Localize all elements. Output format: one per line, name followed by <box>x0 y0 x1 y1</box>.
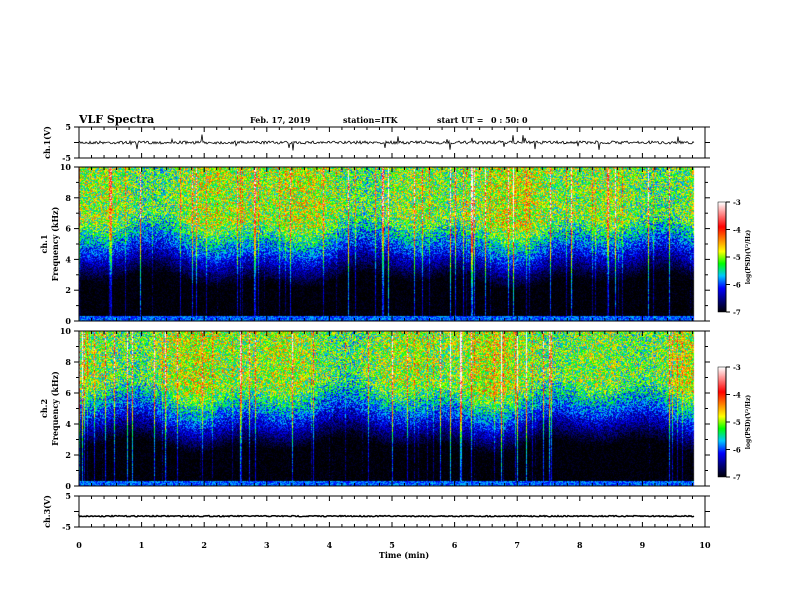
colorbar-label: log(PSD)(V²/Hz) <box>745 230 752 285</box>
ch1-waveform-trace <box>78 134 695 151</box>
colorbar-frame <box>717 201 727 313</box>
y-tick-label: 4 <box>65 419 71 429</box>
ch1-colorbar-gradient <box>718 202 726 312</box>
ch1-waveform-ylabel: ch.1(V) <box>42 126 52 159</box>
ch3-waveform-ylabel: ch.3(V) <box>42 495 52 528</box>
y-tick-label: 8 <box>65 357 71 367</box>
ch2-spectrogram-frame <box>78 330 706 487</box>
y-tick-label: 5 <box>65 122 71 132</box>
x-tick-label: 6 <box>452 540 458 550</box>
x-tick-label: 10 <box>699 540 711 550</box>
x-tick-label: 3 <box>264 540 270 550</box>
y-tick-label: 0 <box>65 316 71 326</box>
ch1-spectrogram-frame <box>78 166 706 322</box>
y-tick-label: 10 <box>60 326 72 336</box>
station-label: station=ITK <box>343 115 399 125</box>
x-tick-label: 7 <box>514 540 520 550</box>
y-tick-label: 2 <box>65 285 71 295</box>
x-tick-label: 8 <box>577 540 583 550</box>
chart-title: VLF Spectra <box>78 113 154 126</box>
y-tick-label: -5 <box>62 153 71 163</box>
x-tick-label: 5 <box>389 540 395 550</box>
ch1-spectrogram-image <box>79 167 705 321</box>
y-tick-label: 6 <box>65 388 71 398</box>
colorbar-frame <box>717 366 727 478</box>
ch2-spectrogram-channel-label: ch.2 <box>39 399 49 418</box>
colorbar-tick-label: -6 <box>733 281 741 290</box>
colorbar-tick-label: -6 <box>733 446 741 455</box>
ch2-spectrogram-ylabel: Frequency (kHz) <box>50 371 60 446</box>
ch3-waveform-trace <box>78 513 695 518</box>
colorbar-tick-label: -5 <box>733 253 741 262</box>
y-tick-label: 4 <box>65 254 71 264</box>
ch1-spectrogram-ylabel: Frequency (kHz) <box>50 206 60 281</box>
y-tick-label: 8 <box>65 193 71 203</box>
colorbar-tick-label: -7 <box>733 308 741 317</box>
y-tick-label: -5 <box>62 522 71 532</box>
x-tick-label: 1 <box>139 540 145 550</box>
x-axis-label: Time (min) <box>379 550 429 560</box>
y-tick-label: 6 <box>65 224 71 234</box>
colorbar-tick-label: -3 <box>733 198 741 207</box>
colorbar-tick-label: -4 <box>733 226 741 235</box>
colorbar-tick-label: -4 <box>733 391 741 400</box>
start-label: start UT = <box>437 115 484 125</box>
y-tick-label: 0 <box>65 481 71 491</box>
y-tick-label: 2 <box>65 450 71 460</box>
x-tick-label: 0 <box>76 540 82 550</box>
x-tick-label: 2 <box>201 540 207 550</box>
colorbar-tick-label: -7 <box>733 473 741 482</box>
ch2-spectrogram-image <box>79 331 705 486</box>
x-tick-label: 4 <box>327 540 333 550</box>
y-tick-label: 5 <box>65 491 71 501</box>
colorbar-label: log(PSD)(V²/Hz) <box>745 395 752 450</box>
ch1-spectrogram-channel-label: ch.1 <box>39 234 49 253</box>
y-tick-label: 10 <box>60 162 72 172</box>
colorbar-tick-label: -5 <box>733 418 741 427</box>
start-time: 0 : 50: 0 <box>491 115 528 125</box>
ch2-colorbar-gradient <box>718 367 726 477</box>
x-tick-label: 9 <box>640 540 646 550</box>
date-label: Feb. 17, 2019 <box>250 115 311 125</box>
colorbar-tick-label: -3 <box>733 363 741 372</box>
